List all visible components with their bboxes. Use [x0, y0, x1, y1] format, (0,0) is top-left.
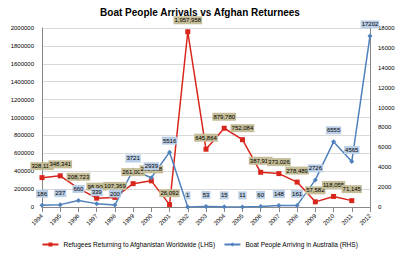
- svg-text:1000000: 1000000: [11, 115, 35, 121]
- svg-text:16000: 16000: [378, 45, 395, 51]
- svg-text:6000: 6000: [378, 144, 392, 150]
- svg-text:645,864: 645,864: [195, 135, 217, 141]
- svg-text:107,369: 107,369: [104, 183, 126, 189]
- svg-text:60: 60: [257, 192, 264, 198]
- svg-text:2002: 2002: [176, 212, 190, 226]
- svg-text:879,780: 879,780: [213, 114, 235, 120]
- svg-text:237: 237: [55, 190, 66, 196]
- svg-text:11: 11: [239, 192, 246, 198]
- svg-text:2008: 2008: [286, 212, 300, 226]
- svg-text:0: 0: [31, 204, 35, 210]
- svg-text:1600000: 1600000: [11, 61, 35, 67]
- svg-text:5516: 5516: [163, 138, 177, 144]
- svg-text:53: 53: [203, 192, 210, 198]
- svg-text:15: 15: [221, 192, 228, 198]
- svg-text:186: 186: [37, 191, 48, 197]
- svg-text:2939: 2939: [145, 163, 159, 169]
- svg-text:373,026: 373,026: [268, 159, 290, 165]
- svg-text:2005: 2005: [231, 212, 245, 226]
- svg-text:200: 200: [110, 191, 121, 197]
- svg-text:2726: 2726: [309, 165, 323, 171]
- svg-text:200000: 200000: [14, 186, 35, 192]
- svg-text:1400000: 1400000: [11, 79, 35, 85]
- svg-text:2012: 2012: [358, 212, 372, 226]
- svg-text:208,723: 208,723: [68, 174, 90, 180]
- svg-text:1800000: 1800000: [11, 43, 35, 49]
- svg-text:17202: 17202: [362, 21, 379, 27]
- svg-text:1: 1: [186, 192, 190, 198]
- svg-text:2000: 2000: [378, 184, 392, 190]
- svg-text:148: 148: [274, 191, 285, 197]
- svg-text:1,957,958: 1,957,958: [174, 17, 201, 23]
- svg-text:Refugees Returning to Afghanis: Refugees Returning to Afghanistan Worldw…: [63, 241, 215, 249]
- svg-text:2003: 2003: [194, 212, 208, 226]
- svg-text:1998: 1998: [103, 212, 117, 226]
- svg-text:6555: 6555: [327, 127, 341, 133]
- svg-text:1997: 1997: [85, 212, 99, 226]
- svg-text:8000: 8000: [378, 124, 392, 130]
- svg-text:2009: 2009: [304, 212, 318, 226]
- svg-text:2011: 2011: [341, 212, 355, 226]
- svg-text:2001: 2001: [158, 212, 172, 226]
- svg-text:26,092: 26,092: [160, 190, 179, 196]
- svg-text:387,917: 387,917: [249, 157, 272, 164]
- svg-text:10000: 10000: [378, 105, 395, 111]
- svg-text:2010: 2010: [322, 212, 336, 226]
- svg-text:Boat People Arrivals vs Afghan: Boat People Arrivals vs Afghan Returnees: [100, 7, 300, 18]
- svg-text:1200000: 1200000: [11, 97, 35, 103]
- svg-text:4000: 4000: [378, 164, 392, 170]
- svg-text:2000000: 2000000: [11, 25, 35, 31]
- svg-text:4565: 4565: [345, 147, 359, 153]
- svg-text:2006: 2006: [249, 212, 263, 226]
- svg-text:1996: 1996: [67, 212, 81, 226]
- svg-text:57,582: 57,582: [306, 187, 325, 194]
- svg-text:800000: 800000: [14, 132, 35, 138]
- svg-text:752,084: 752,084: [232, 125, 254, 131]
- svg-text:348,341: 348,341: [49, 161, 71, 167]
- svg-text:118,055: 118,055: [323, 182, 345, 188]
- svg-text:0: 0: [378, 204, 382, 210]
- svg-text:2007: 2007: [267, 212, 281, 226]
- svg-text:339: 339: [92, 189, 103, 195]
- svg-text:660: 660: [73, 186, 84, 192]
- svg-text:2000: 2000: [140, 212, 154, 226]
- svg-text:1995: 1995: [49, 212, 63, 226]
- svg-text:1994: 1994: [30, 212, 44, 226]
- svg-text:400000: 400000: [14, 168, 34, 175]
- svg-text:1999: 1999: [122, 212, 136, 226]
- svg-text:2004: 2004: [213, 212, 227, 226]
- svg-text:14000: 14000: [378, 65, 395, 71]
- svg-text:261,001: 261,001: [122, 169, 144, 176]
- svg-text:328,117: 328,117: [31, 163, 53, 170]
- svg-text:12000: 12000: [378, 85, 395, 91]
- svg-text:3721: 3721: [126, 155, 140, 161]
- svg-text:18000: 18000: [378, 25, 395, 31]
- svg-text:Boat People Arriving in Austra: Boat People Arriving in Australia (RHS): [245, 241, 357, 249]
- svg-text:278,489: 278,489: [286, 168, 308, 174]
- svg-text:161: 161: [292, 191, 303, 197]
- svg-text:600000: 600000: [14, 150, 35, 156]
- svg-text:71,145: 71,145: [343, 186, 362, 192]
